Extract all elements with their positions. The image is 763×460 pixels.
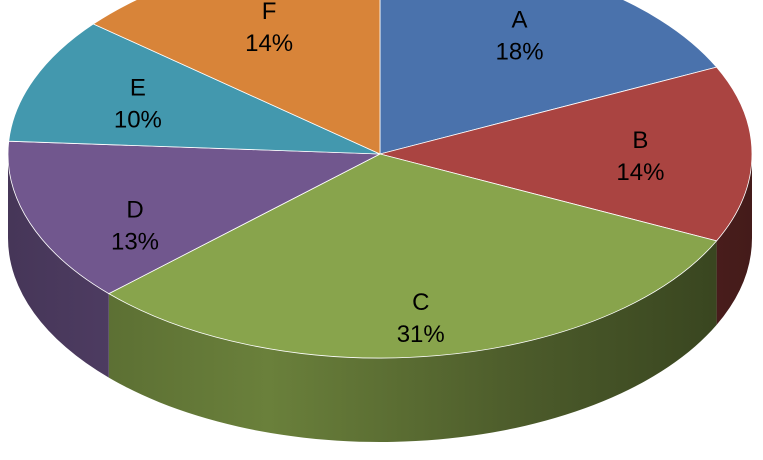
- slice-label-a: A: [512, 6, 528, 33]
- slice-label-d: D: [126, 196, 143, 223]
- pie-slice-f: [92, 0, 381, 155]
- slice-value-b: 14%: [616, 159, 664, 186]
- pie-top: [7, 0, 753, 359]
- slice-value-c: 31%: [397, 321, 445, 348]
- pie-slice-c: [107, 153, 718, 359]
- pie-slice-d: [7, 140, 382, 295]
- pie-labels: A 18% B 14% C 31% D 13% E 10% F 14%: [111, 0, 664, 348]
- pie-side-b: [716, 154, 752, 325]
- slice-value-f: 14%: [245, 30, 293, 57]
- slice-label-b: B: [632, 127, 648, 154]
- pie-slice-a: [379, 0, 718, 155]
- pie-sides: [7, 154, 752, 442]
- pie-side-d: [7, 154, 109, 378]
- pie-side-c: [108, 240, 717, 442]
- slice-label-c: C: [412, 289, 429, 316]
- slice-value-a: 18%: [496, 38, 544, 65]
- slice-label-f: F: [262, 0, 277, 25]
- pie-slice-b: [379, 66, 753, 242]
- slice-label-e: E: [130, 74, 146, 101]
- slice-value-d: 13%: [111, 228, 159, 255]
- pie-slice-e: [8, 23, 381, 155]
- slice-value-e: 10%: [114, 106, 162, 133]
